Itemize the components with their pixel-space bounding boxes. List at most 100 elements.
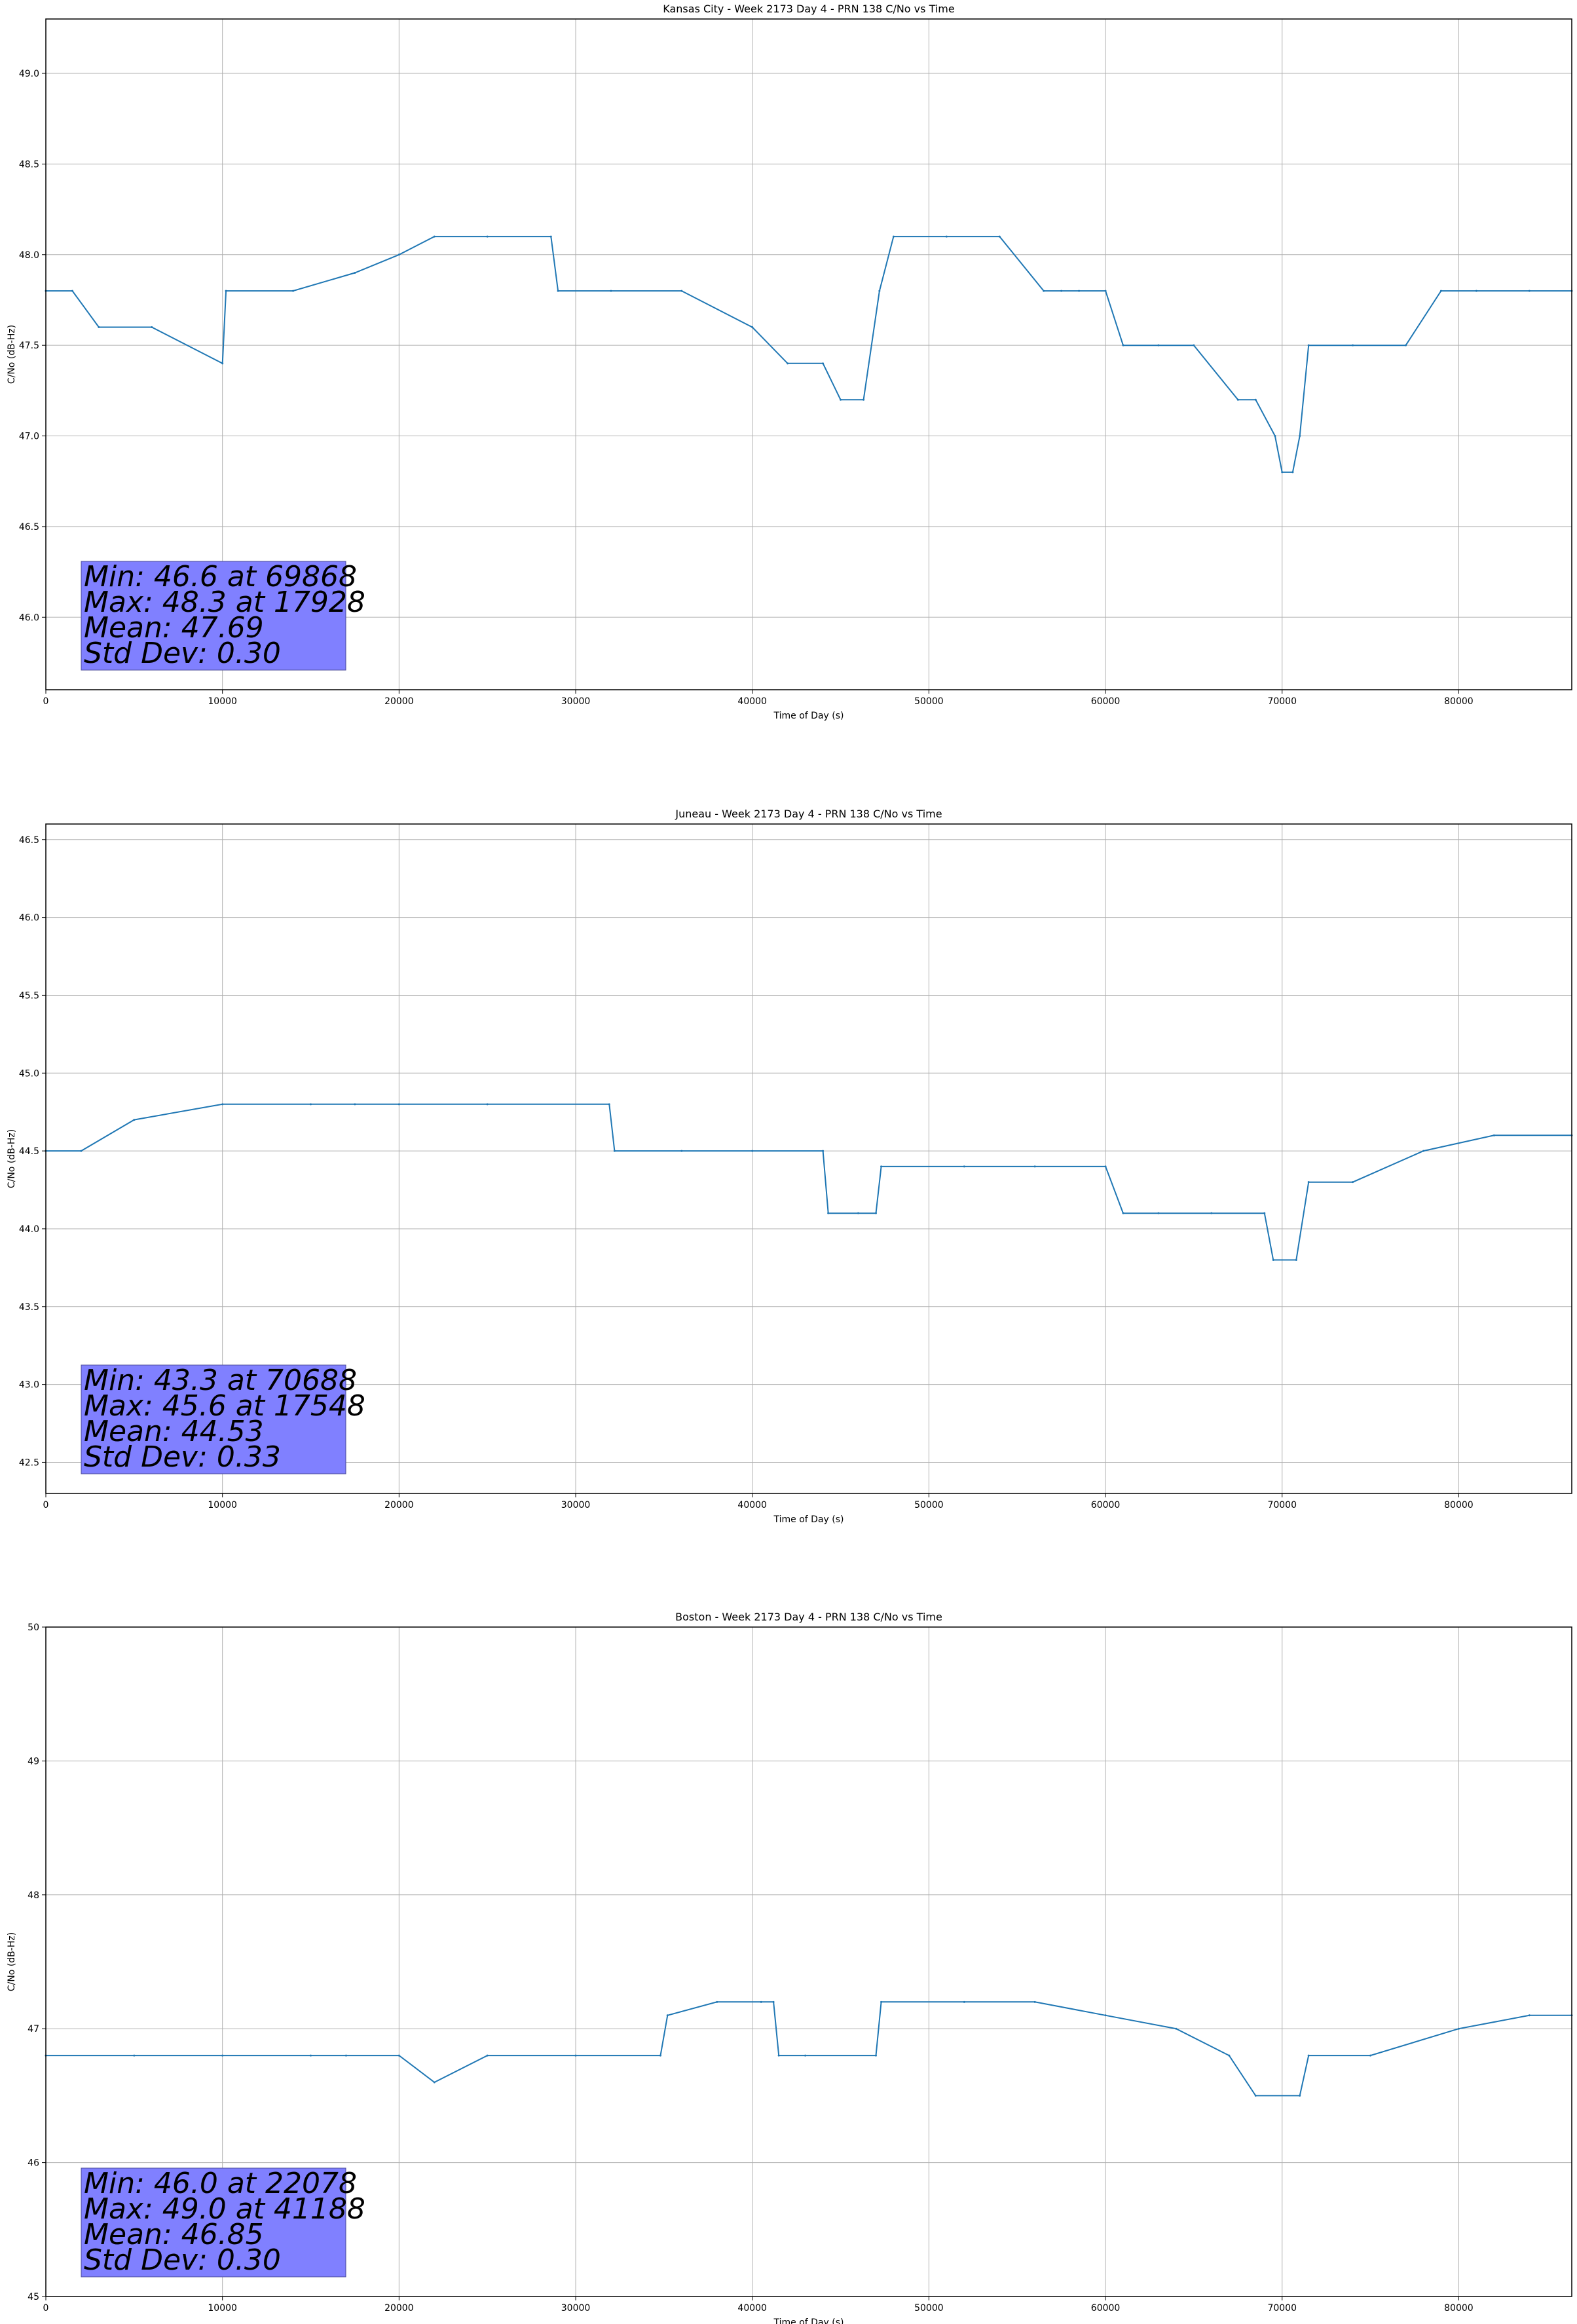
stats-line: Mean: 47.69 [84, 611, 264, 645]
data-point [1157, 1212, 1160, 1214]
y-tick-label: 50 [28, 1622, 39, 1633]
data-point [1228, 2054, 1231, 2057]
y-tick-label: 46 [28, 2158, 39, 2169]
x-tick-label: 40000 [737, 2303, 767, 2314]
data-point [1405, 344, 1407, 347]
data-point [1175, 2027, 1178, 2030]
data-point [1352, 344, 1354, 347]
data-point [1299, 435, 1301, 438]
data-point [998, 235, 1001, 238]
data-point [680, 1150, 683, 1152]
data-point [1043, 290, 1045, 292]
data-point [1307, 1181, 1310, 1184]
chart-title: Kansas City - Week 2173 Day 4 - PRN 138 … [663, 3, 954, 15]
x-tick-label: 30000 [561, 696, 591, 707]
x-axis-label: Time of Day (s) [773, 1514, 844, 1525]
data-point [659, 2054, 661, 2057]
chart-panel: 0 10000 20000 30000 40000 50000 60000 70000 8000… [7, 808, 1573, 1525]
y-tick-label: 46.5 [19, 522, 39, 533]
axes-frame [45, 823, 1572, 1494]
y-tick-label: 49.0 [19, 69, 39, 79]
data-point [751, 1150, 754, 1152]
data-point [1422, 1150, 1424, 1152]
x-tick-label: 30000 [561, 1500, 591, 1510]
x-tick-label: 20000 [384, 1500, 414, 1510]
data-point [1291, 471, 1294, 474]
data-point [1295, 1258, 1297, 1261]
x-tick-label: 0 [43, 1500, 49, 1510]
data-point [1475, 290, 1477, 292]
x-tick-label: 60000 [1091, 696, 1121, 707]
chart-panel: 0 10000 20000 30000 40000 50000 60000 70000 8000… [7, 1611, 1573, 2324]
data-point [486, 1103, 489, 1106]
x-tick-label: 20000 [384, 696, 414, 707]
data-point [1104, 1165, 1107, 1168]
x-tick-label: 70000 [1267, 696, 1297, 707]
data-point [840, 398, 842, 401]
axes-frame [45, 1626, 1572, 2297]
data-point [822, 1150, 825, 1152]
x-tick-label: 70000 [1267, 2303, 1297, 2314]
x-tick-label: 80000 [1444, 696, 1474, 707]
data-point [945, 235, 948, 238]
x-tick-label: 10000 [208, 1500, 237, 1510]
x-tick-label: 10000 [208, 696, 237, 707]
data-point [225, 290, 227, 292]
y-tick-label: 46.0 [19, 913, 39, 924]
data-point [787, 362, 789, 365]
y-tick-label: 46.5 [19, 835, 39, 846]
y-tick-label: 47.5 [19, 341, 39, 351]
stats-line: Std Dev: 0.30 [84, 2243, 281, 2277]
data-point [398, 2054, 400, 2057]
data-point [1078, 290, 1081, 292]
x-axis-label: Time of Day (s) [773, 2317, 844, 2324]
y-tick-label: 45.0 [19, 1068, 39, 1079]
y-axis-label: C/No (dB-Hz) [7, 1932, 17, 1991]
data-point [716, 2000, 718, 2003]
data-point [1369, 2054, 1372, 2057]
chart-panel: 0 10000 20000 30000 40000 50000 60000 70000 8000… [7, 3, 1573, 721]
data-point [344, 2054, 347, 2057]
data-point [777, 2054, 780, 2057]
data-point [1033, 2000, 1036, 2003]
stats-line: Std Dev: 0.33 [84, 1440, 281, 1474]
chart-title: Juneau - Week 2173 Day 4 - PRN 138 C/No … [675, 808, 942, 820]
data-point [133, 1119, 136, 1121]
x-tick-label: 10000 [208, 2303, 237, 2314]
y-tick-label: 48 [28, 1890, 39, 1901]
chart-title: Boston - Week 2173 Day 4 - PRN 138 C/No … [675, 1611, 942, 1623]
data-point [221, 2054, 224, 2057]
data-point [857, 1212, 860, 1214]
y-tick-label: 43.0 [19, 1380, 39, 1391]
data-point [1104, 290, 1107, 292]
series-line [46, 2001, 1572, 2097]
x-tick-label: 50000 [914, 1500, 944, 1510]
data-point [1352, 1181, 1354, 1184]
data-point [398, 253, 400, 256]
data-point [549, 235, 552, 238]
data-point [892, 235, 895, 238]
data-point [608, 1103, 610, 1106]
data-point [1439, 290, 1442, 292]
data-point [804, 2054, 807, 2057]
x-axis-label: Time of Day (s) [773, 711, 844, 721]
y-tick-label: 48.0 [19, 250, 39, 261]
y-axis-label: C/No (dB-Hz) [7, 325, 17, 384]
data-point [1122, 1212, 1124, 1214]
data-point [557, 290, 559, 292]
data-point [1104, 2014, 1107, 2017]
data-point [292, 290, 295, 292]
data-point [1307, 344, 1310, 347]
x-tick-label: 20000 [384, 2303, 414, 2314]
data-point [98, 326, 100, 328]
data-point [1033, 1165, 1036, 1168]
x-tick-label: 70000 [1267, 1500, 1297, 1510]
data-point [1281, 471, 1284, 474]
data-point [1210, 1212, 1213, 1214]
data-point [874, 1212, 877, 1214]
stats-line: Std Dev: 0.30 [84, 637, 281, 670]
y-tick-label: 47 [28, 2024, 39, 2034]
x-tick-label: 30000 [561, 2303, 591, 2314]
data-point [1528, 290, 1531, 292]
